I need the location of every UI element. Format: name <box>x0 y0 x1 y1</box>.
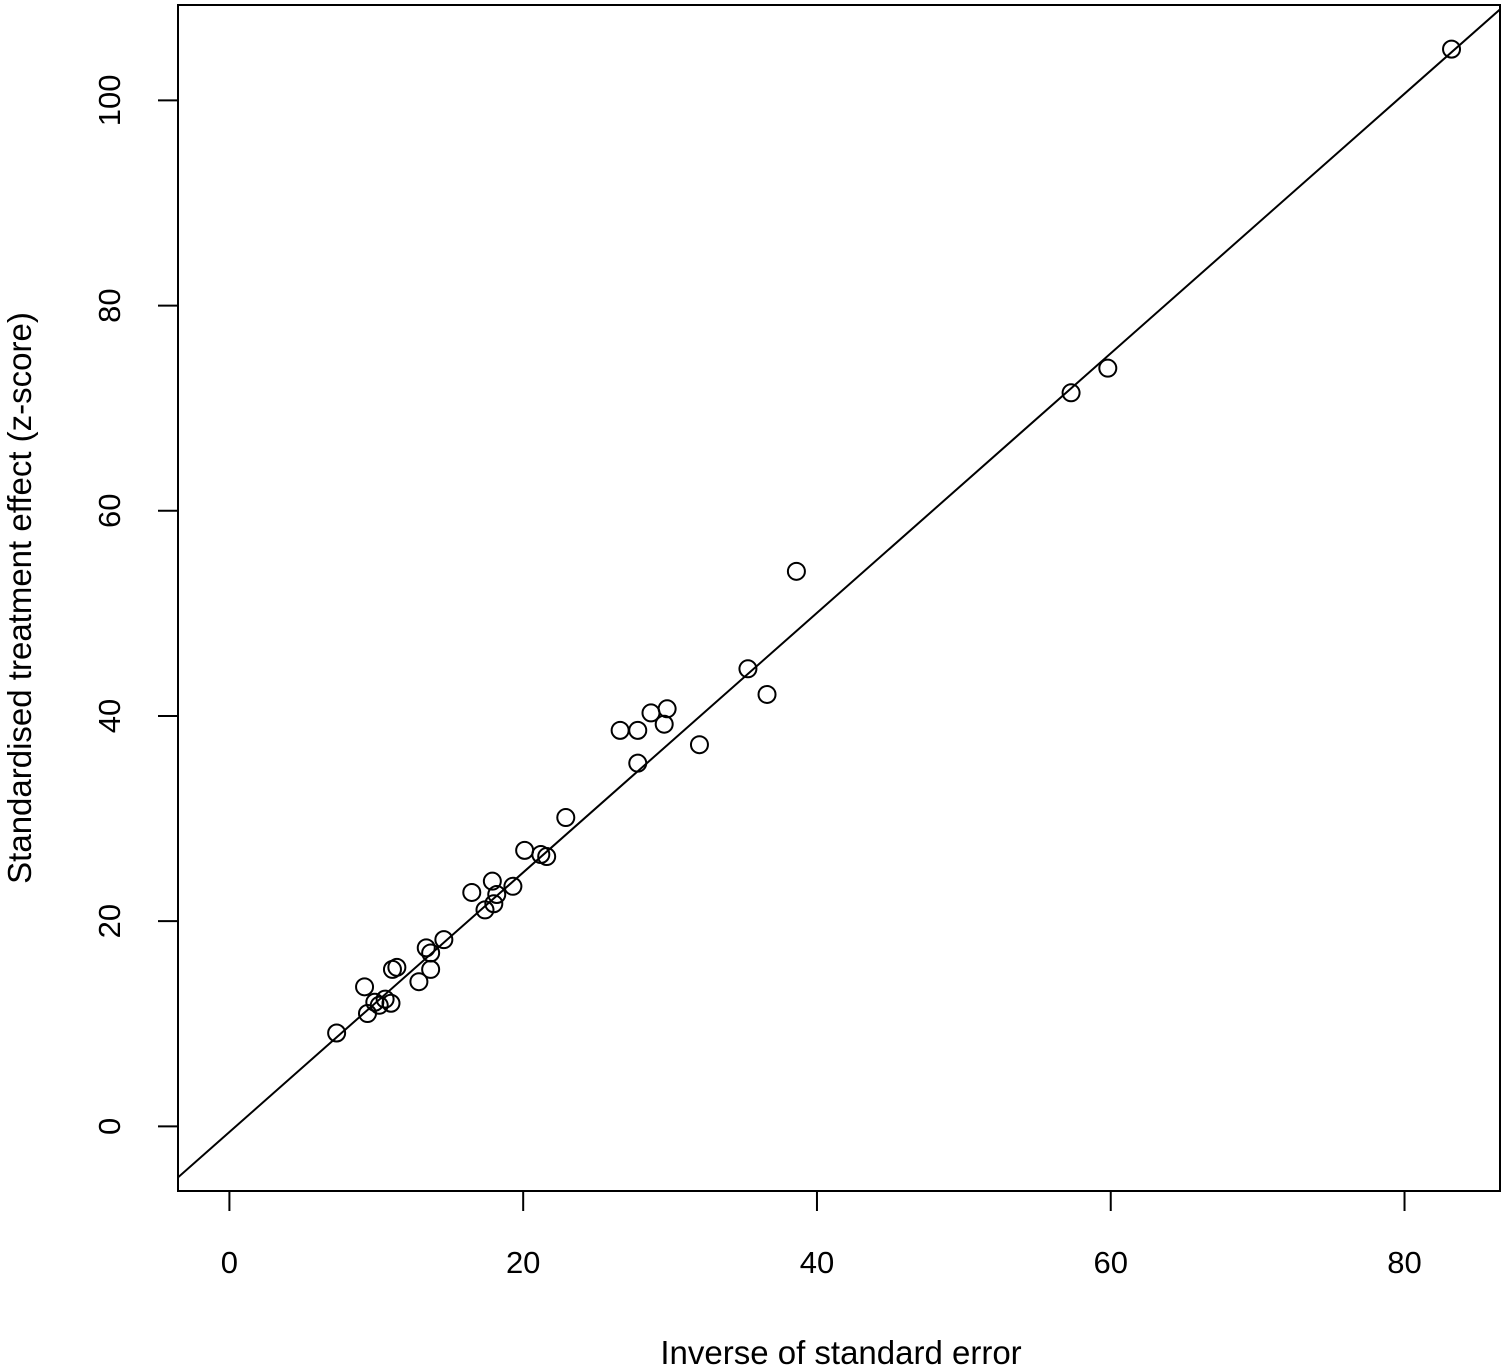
data-point <box>434 930 454 950</box>
data-point <box>689 735 709 755</box>
data-point <box>416 938 436 958</box>
y-axis: 0 20 40 60 80 100 <box>92 75 178 1135</box>
data-point <box>610 720 630 740</box>
data-point <box>1098 358 1118 378</box>
data-point <box>628 720 648 740</box>
data-point <box>1442 39 1462 59</box>
data-point <box>738 659 758 679</box>
y-tick-label: 0 <box>92 1118 127 1135</box>
data-point <box>503 876 523 896</box>
y-tick-label: 20 <box>92 904 127 938</box>
data-point <box>1061 383 1081 403</box>
data-point <box>654 714 674 734</box>
data-point <box>628 753 648 773</box>
data-point <box>786 561 806 581</box>
x-axis: 0 20 40 60 80 <box>221 1190 1422 1280</box>
data-point <box>757 684 777 704</box>
regression-line <box>178 8 1500 1179</box>
data-point <box>556 808 576 828</box>
x-tick-label: 20 <box>506 1245 540 1280</box>
data-point <box>462 882 482 902</box>
data-points <box>327 39 1462 1043</box>
data-point <box>487 885 507 904</box>
x-tick-label: 80 <box>1387 1245 1421 1280</box>
y-axis-title: Standardised treatment effect (z-score) <box>1 312 38 884</box>
x-tick-label: 0 <box>221 1245 238 1280</box>
data-point <box>421 959 441 979</box>
data-point <box>409 972 429 992</box>
data-point <box>515 840 535 860</box>
data-point <box>369 995 389 1015</box>
data-point <box>657 699 677 719</box>
data-point <box>327 1023 347 1043</box>
y-tick-label: 40 <box>92 699 127 733</box>
data-point <box>355 977 375 997</box>
data-point <box>482 871 502 891</box>
data-point <box>375 989 395 1009</box>
data-point <box>484 894 504 914</box>
data-point <box>387 957 407 977</box>
x-tick-label: 40 <box>800 1245 834 1280</box>
data-point <box>381 993 401 1013</box>
y-tick-label: 60 <box>92 494 127 528</box>
x-axis-title: Inverse of standard error <box>660 1334 1021 1371</box>
x-tick-label: 60 <box>1094 1245 1128 1280</box>
data-point <box>537 847 557 867</box>
y-tick-label: 100 <box>92 75 127 127</box>
y-tick-label: 80 <box>92 288 127 322</box>
